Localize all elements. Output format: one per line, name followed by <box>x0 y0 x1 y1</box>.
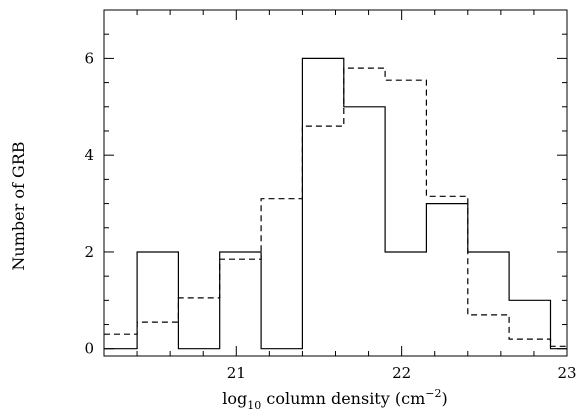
y-tick-label: 2 <box>84 243 94 261</box>
x-axis-label: log10 column density (cm−2) <box>222 387 447 410</box>
x-axis-label-close: ) <box>441 389 447 408</box>
x-axis-label-superscript: −2 <box>425 387 441 400</box>
plot-frame <box>103 9 568 357</box>
tick-labels-group: 21 22 23 0 2 4 6 <box>84 49 576 382</box>
y-tick-label: 4 <box>84 146 94 164</box>
ticks-group <box>103 9 568 356</box>
x-axis-label-rest: column density (cm <box>261 389 425 408</box>
y-tick-label: 0 <box>84 340 94 358</box>
x-tick-label: 22 <box>392 364 411 382</box>
x-axis-label-subscript: 10 <box>247 399 261 410</box>
series-dashed-line <box>104 67 567 347</box>
x-tick-label: 21 <box>227 364 246 382</box>
y-tick-label: 6 <box>84 49 94 67</box>
x-tick-label: 23 <box>557 364 576 382</box>
series-group <box>104 57 567 350</box>
plot-frame-group <box>103 9 568 357</box>
x-axis-label-main: log <box>222 389 247 408</box>
y-axis-label: Number of GRB <box>9 141 28 270</box>
series-solid-line <box>104 57 567 350</box>
